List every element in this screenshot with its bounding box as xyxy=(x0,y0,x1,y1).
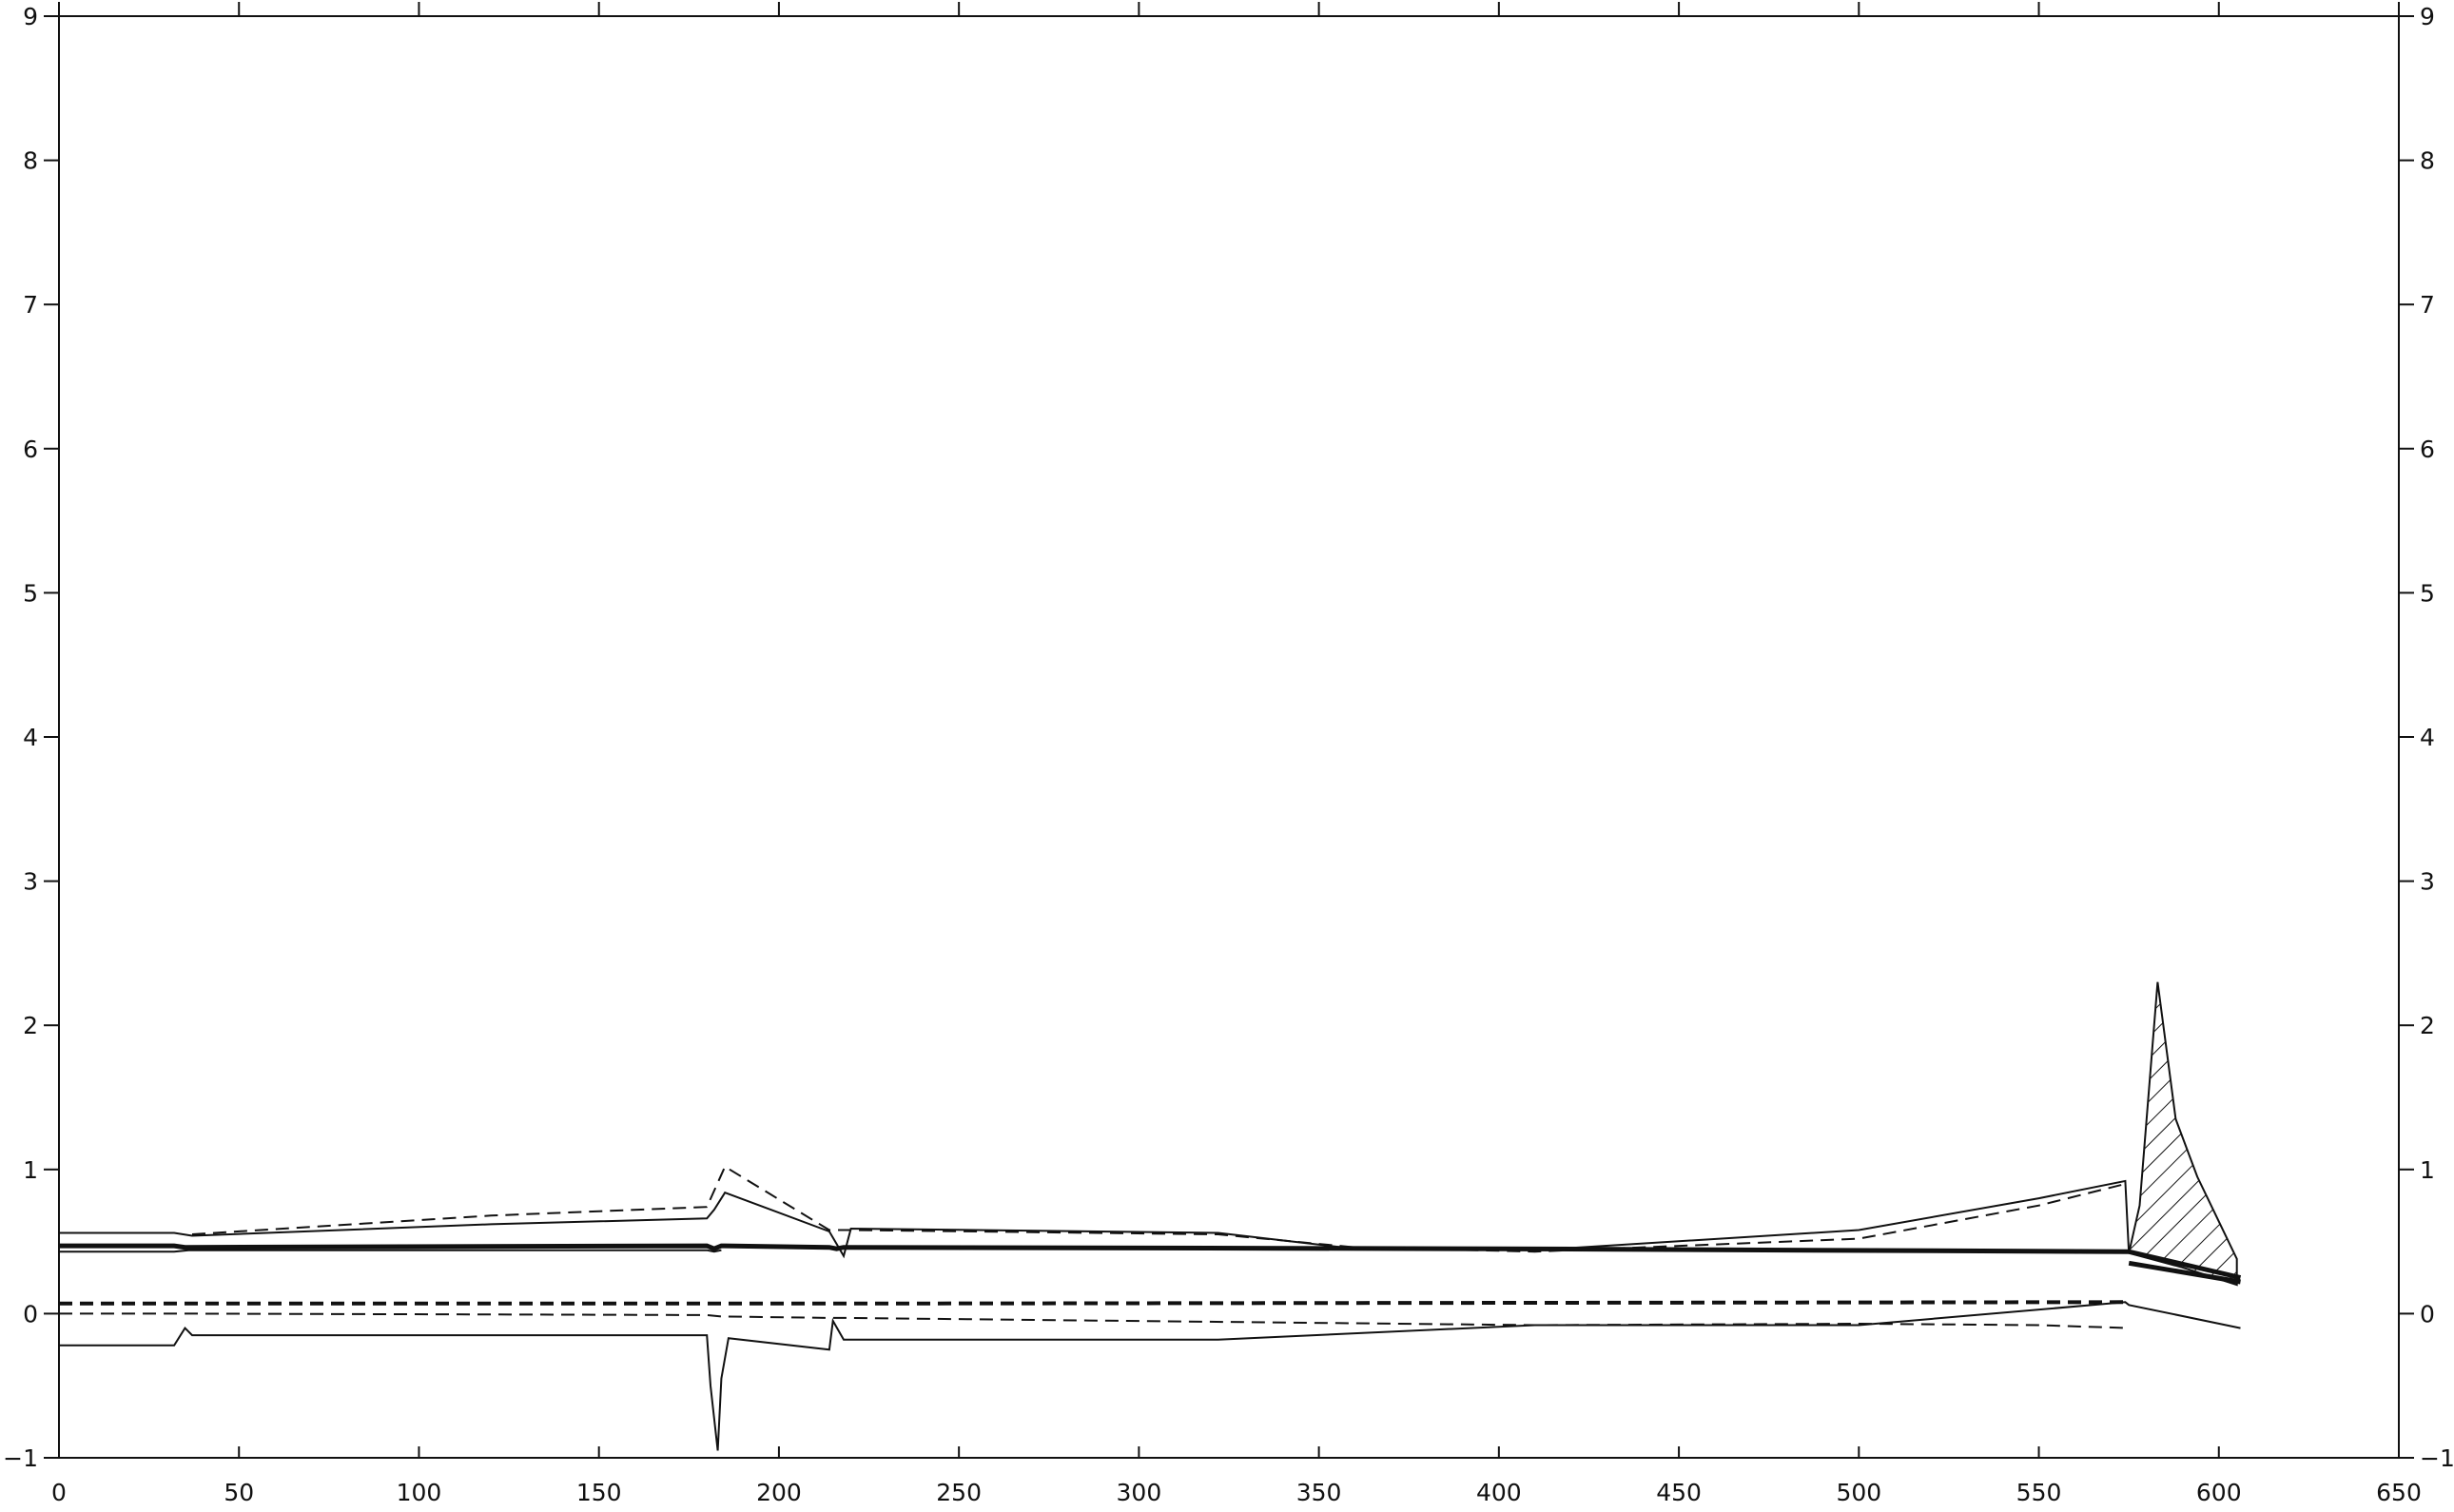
right-axis-tick-label: 5 xyxy=(2420,579,2435,607)
x-tick-label: 50 xyxy=(224,1479,254,1506)
x-tick-label: 600 xyxy=(2196,1479,2242,1506)
x-tick-label: 150 xyxy=(576,1479,622,1506)
y-tick-label: 2 xyxy=(23,1012,38,1039)
series-line-3 xyxy=(2128,1260,2241,1285)
right-axis-tick-label: 7 xyxy=(2420,291,2435,319)
y-tick-label: 6 xyxy=(23,436,38,463)
right-axis-tick-label: 3 xyxy=(2420,868,2435,896)
right-axis-tick-label: 0 xyxy=(2420,1300,2435,1328)
y-tick-label: 1 xyxy=(23,1156,38,1184)
right-axis-tick-label: 1 xyxy=(2420,1156,2435,1184)
hatched-region xyxy=(2128,981,2238,1287)
plot-frame xyxy=(58,15,2400,1459)
x-tick-label: 550 xyxy=(2016,1479,2062,1506)
right-axis-tick-label: 2 xyxy=(2420,1012,2435,1039)
right-axis-tick-label: 9 xyxy=(2420,3,2435,30)
right-axis-tick-label: 8 xyxy=(2420,147,2435,175)
y-tick-label: 5 xyxy=(23,579,38,607)
y-tick-label: 3 xyxy=(23,868,38,896)
series-line-5 xyxy=(191,1165,2126,1253)
x-tick-label: 500 xyxy=(1836,1479,1881,1506)
series-line-8 xyxy=(59,1301,2241,1451)
x-tick-label: 400 xyxy=(1476,1479,1522,1506)
x-tick-label: 450 xyxy=(1656,1479,1702,1506)
right-axis-tick-label: −1 xyxy=(2420,1444,2454,1472)
y-tick-label: 9 xyxy=(23,3,38,30)
hatched-region-layer xyxy=(2128,981,2238,1287)
y-tick-label: −1 xyxy=(3,1444,38,1472)
x-tick-label: 0 xyxy=(51,1479,67,1506)
ticks-layer: 0 50 100 150 200 250 300 350 400 450 500 550 600 650−… xyxy=(3,2,2454,1506)
y-tick-label: 7 xyxy=(23,291,38,319)
series-line-2 xyxy=(59,1249,722,1253)
x-tick-label: 300 xyxy=(1117,1479,1162,1506)
y-tick-label: 8 xyxy=(23,147,38,175)
y-tick-label: 0 xyxy=(23,1300,38,1328)
series-layer xyxy=(59,1165,2242,1451)
series-line-4 xyxy=(59,1179,2131,1259)
x-tick-label: 650 xyxy=(2376,1479,2422,1506)
x-tick-label: 100 xyxy=(397,1479,442,1506)
x-tick-label: 250 xyxy=(936,1479,982,1506)
series-line-7 xyxy=(59,1312,2130,1329)
x-tick-label: 200 xyxy=(756,1479,802,1506)
right-axis-tick-label: 4 xyxy=(2420,724,2435,751)
y-tick-label: 4 xyxy=(23,724,38,751)
x-tick-label: 350 xyxy=(1296,1479,1342,1506)
right-axis-tick-label: 6 xyxy=(2420,436,2435,463)
series-line-6 xyxy=(59,1300,2130,1306)
